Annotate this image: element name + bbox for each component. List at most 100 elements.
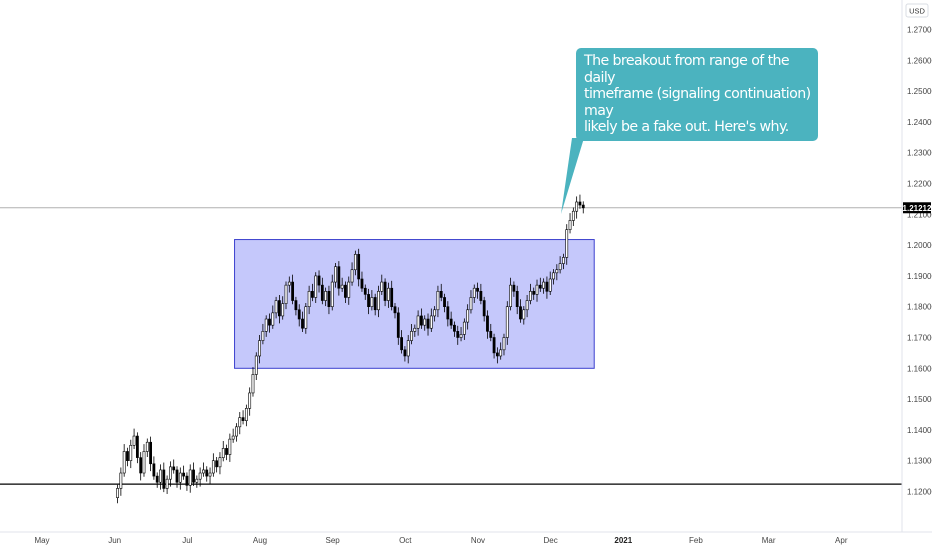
- candle: [502, 333, 506, 356]
- candle: [327, 285, 331, 315]
- candle: [304, 303, 308, 334]
- candle: [562, 253, 565, 270]
- candle: [512, 281, 516, 297]
- candle: [254, 352, 258, 381]
- candle: [244, 404, 248, 427]
- candle: [215, 457, 219, 473]
- candle: [565, 224, 569, 265]
- candle: [155, 472, 159, 488]
- candle: [152, 456, 156, 480]
- candle: [344, 281, 347, 304]
- price-tick-label: 1.17000: [907, 334, 932, 343]
- candle: [410, 323, 413, 345]
- candle: [208, 467, 212, 484]
- candle: [545, 276, 549, 299]
- candle: [248, 387, 252, 416]
- candle: [317, 270, 321, 293]
- price-tick-label: 1.19000: [907, 272, 932, 281]
- candle: [301, 311, 304, 332]
- candle: [495, 347, 499, 364]
- candle: [291, 274, 295, 305]
- time-tick-label: Feb: [689, 536, 703, 545]
- consolidation-range-box[interactable]: [234, 239, 595, 369]
- candle: [159, 464, 162, 490]
- price-tick-label: 1.13000: [907, 457, 932, 466]
- currency-label: USD: [909, 7, 925, 16]
- candle: [446, 301, 450, 327]
- candle: [172, 459, 176, 474]
- candle: [423, 315, 427, 331]
- candle: [489, 323, 493, 342]
- candle: [373, 293, 377, 316]
- candle: [390, 280, 394, 311]
- candle: [386, 282, 390, 308]
- time-tick-label: Jun: [108, 536, 121, 545]
- candle: [529, 283, 532, 305]
- annotation-line-2: timeframe (signaling continuation) may: [584, 86, 811, 119]
- candle: [231, 428, 235, 443]
- candle: [486, 310, 489, 339]
- callout-pointer: [561, 138, 584, 214]
- candle: [522, 306, 526, 325]
- price-tick-label: 1.25000: [907, 87, 932, 96]
- candle: [535, 279, 539, 302]
- candle: [278, 294, 281, 324]
- candle: [264, 315, 268, 337]
- candle: [459, 327, 463, 342]
- candle: [499, 342, 503, 360]
- candle: [436, 285, 440, 318]
- candle: [519, 299, 522, 323]
- time-tick-label: Dec: [544, 536, 558, 545]
- candle: [218, 452, 222, 475]
- current-price-badge: 1.21212: [903, 202, 932, 214]
- candle: [469, 290, 473, 314]
- candle: [188, 464, 192, 493]
- price-axis[interactable]: 1.12000 1.13000 1.14000 1.15000 1.16000 1.170…: [907, 26, 932, 497]
- candle: [205, 466, 209, 482]
- candle: [139, 452, 143, 481]
- price-tick-label: 1.18000: [907, 303, 932, 312]
- candle: [241, 410, 245, 425]
- candle: [380, 274, 384, 295]
- candle: [274, 296, 278, 319]
- candle: [307, 285, 311, 315]
- candle: [443, 293, 446, 313]
- annotation-callout[interactable]: The breakout from range of the daily tim…: [576, 48, 818, 168]
- candle: [370, 290, 374, 311]
- annotation-line-3: likely be a fake out. Here's why.: [584, 119, 789, 135]
- price-tick-label: 1.23000: [907, 149, 932, 158]
- price-tick-label: 1.20000: [907, 241, 932, 250]
- price-tick-label: 1.16000: [907, 364, 932, 373]
- candle: [297, 304, 301, 327]
- price-tick-label: 1.24000: [907, 118, 932, 127]
- candle: [456, 325, 460, 345]
- candle: [202, 462, 205, 477]
- candle: [476, 282, 479, 299]
- candle: [466, 304, 470, 330]
- candle: [558, 256, 562, 274]
- candlestick-series: [116, 194, 585, 504]
- time-tick-label: Nov: [471, 536, 485, 545]
- candle: [479, 283, 483, 305]
- candle: [482, 296, 486, 322]
- currency-badge[interactable]: USD: [905, 3, 929, 18]
- candle: [357, 248, 361, 287]
- candle: [268, 313, 271, 333]
- candle: [413, 324, 417, 337]
- time-tick-label: 2021: [614, 536, 632, 545]
- candle: [281, 296, 285, 320]
- candle: [403, 346, 407, 362]
- candle: [149, 436, 152, 472]
- candle: [175, 466, 179, 488]
- candle: [324, 287, 328, 307]
- time-axis[interactable]: May Jun Jul Aug Sep Oct Nov Dec 2021 Feb Mar Apr: [34, 536, 847, 545]
- candle: [538, 277, 542, 292]
- candle: [406, 335, 410, 364]
- candle: [555, 264, 559, 281]
- candle: [162, 462, 166, 493]
- candle: [334, 262, 337, 288]
- candle: [509, 277, 512, 311]
- candle: [505, 301, 509, 345]
- candle: [261, 323, 265, 345]
- candle: [453, 321, 456, 337]
